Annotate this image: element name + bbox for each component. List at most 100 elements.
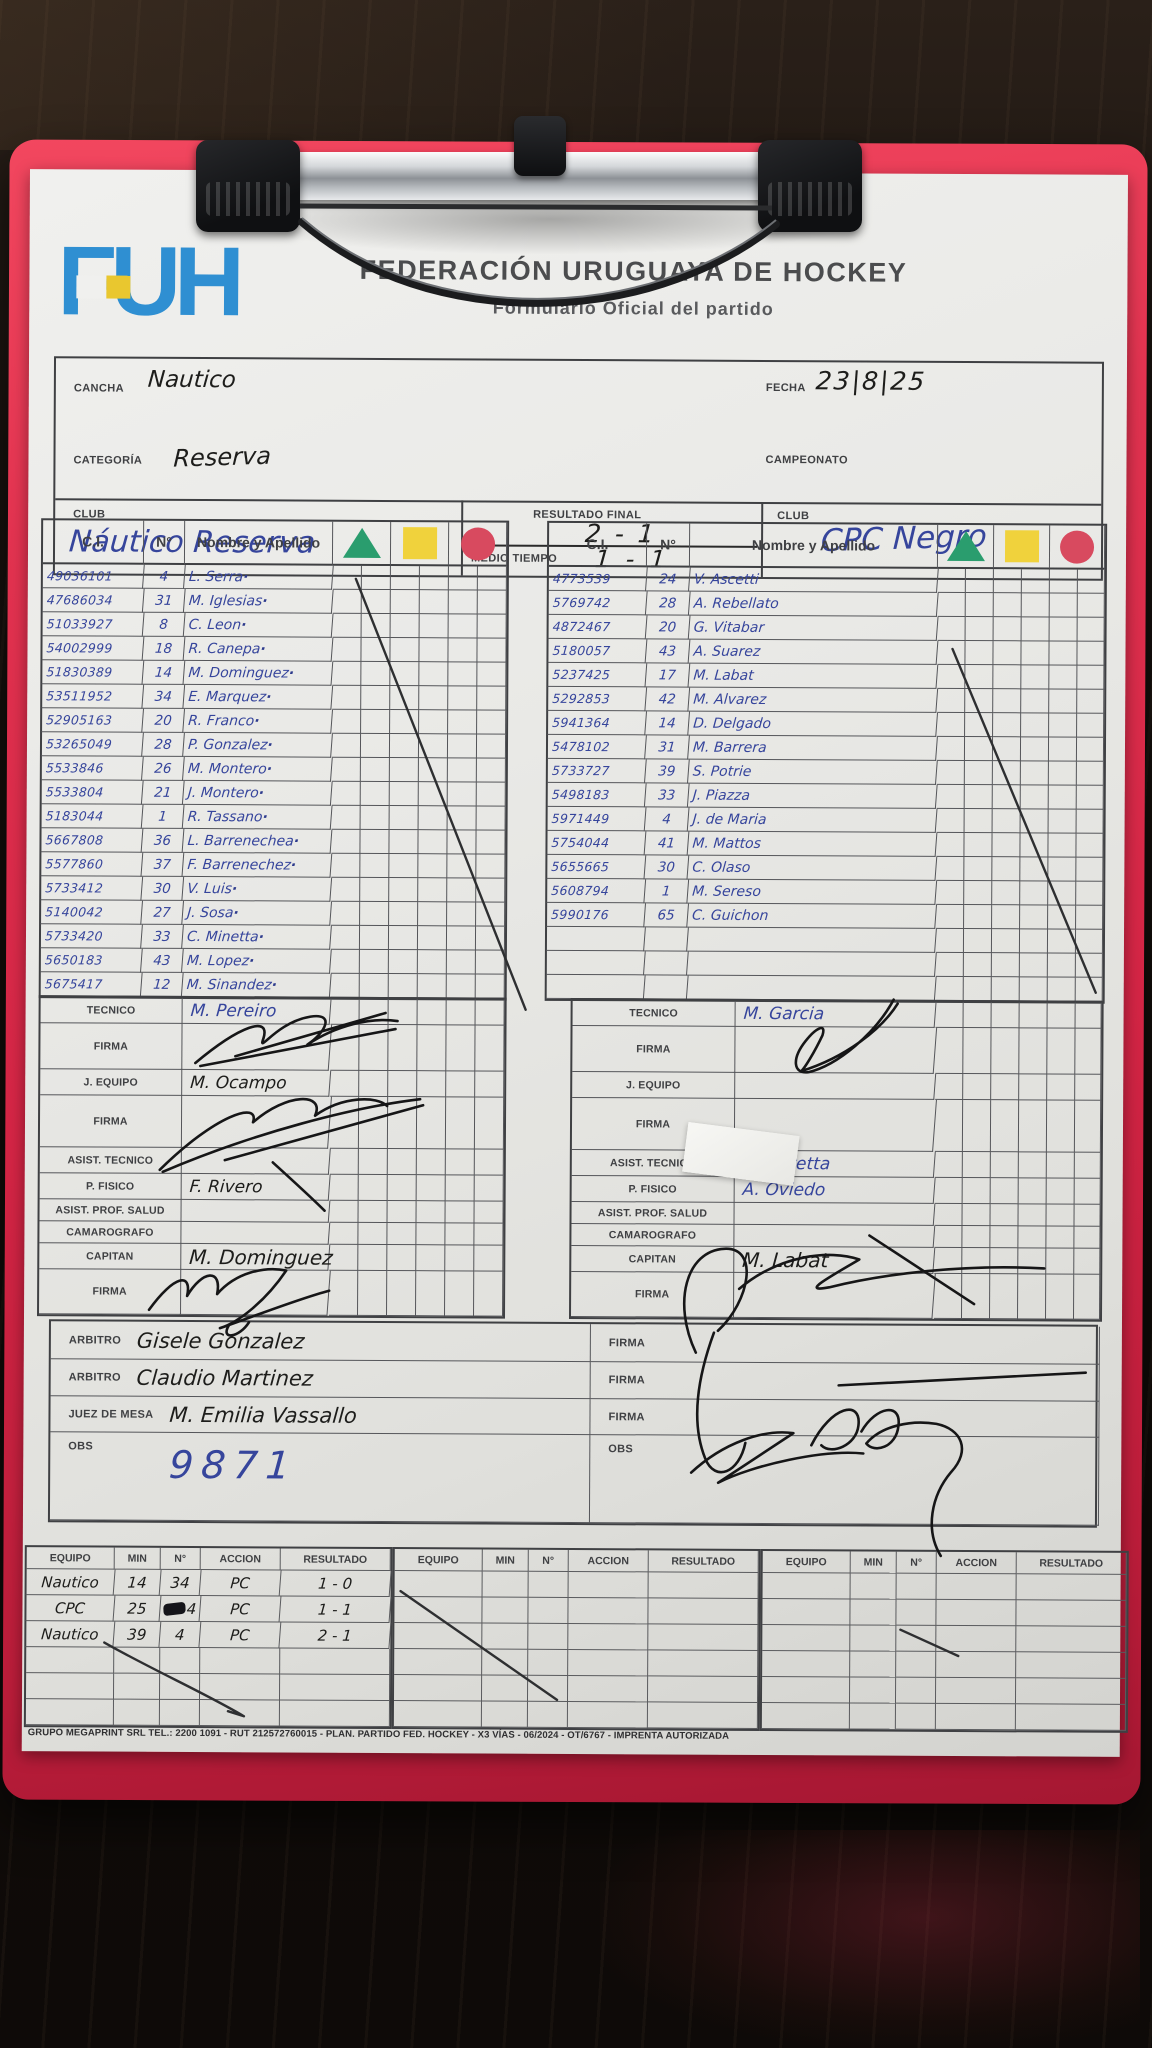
- actions-header: N°: [160, 1547, 201, 1571]
- actions-header: ACCION: [568, 1549, 649, 1573]
- firma-cell: FIRMA: [590, 1399, 1100, 1438]
- official-label: ASIST. TECNICO: [39, 1147, 182, 1174]
- grid-cell: [1075, 977, 1103, 1002]
- official-label: J. EQUIPO: [40, 1069, 183, 1096]
- grid-cell: [1075, 953, 1103, 978]
- grid-cell: [416, 1271, 446, 1317]
- official-value: F. Rivero: [180, 1173, 331, 1201]
- official-label: FIRMA: [571, 1271, 735, 1318]
- grid-cell: [934, 1225, 963, 1249]
- action-empty-cell: [481, 1675, 529, 1702]
- grid-cell: [1047, 929, 1077, 954]
- grid-cell: [1046, 1226, 1075, 1249]
- player-num: [644, 927, 689, 952]
- grid-cell: [447, 806, 477, 831]
- grid-cell: [361, 709, 391, 735]
- grid-cell: [476, 734, 507, 759]
- grid-cell: [361, 685, 391, 711]
- grid-cell: [418, 758, 448, 783]
- action-empty-cell: [482, 1597, 529, 1624]
- action-empty-cell: [936, 1599, 1017, 1627]
- triangle-icon: [332, 521, 392, 567]
- actions-section-3: EQUIPO MIN N° ACCION RESULTADO: [759, 1548, 1129, 1733]
- grid-cell: [387, 1149, 417, 1176]
- action-empty-cell: [199, 1674, 281, 1701]
- clip-left-grip: [196, 140, 300, 232]
- grid-cell: [358, 1148, 388, 1176]
- grid-cell: [1021, 617, 1050, 642]
- player-name: J. Sosa: [182, 900, 333, 926]
- player-ci: 5655665: [546, 854, 647, 880]
- official-value: [733, 1224, 936, 1248]
- player-num: 41: [644, 831, 690, 856]
- grid-cell: [418, 806, 448, 831]
- grid-cell: [387, 1223, 417, 1246]
- referee-row: ARBITRO Claudio Martinez: [50, 1359, 591, 1400]
- action-num: 4: [159, 1595, 202, 1623]
- grid-cell: [1020, 857, 1049, 882]
- grid-cell: [992, 785, 1021, 810]
- actions-header: MIN: [482, 1549, 529, 1572]
- player-ci: 51830389: [41, 660, 145, 685]
- grid-cell: [964, 905, 993, 930]
- grid-cell: [390, 686, 420, 711]
- grid-cell: [990, 1204, 1019, 1227]
- grid-cell: [1077, 617, 1105, 642]
- square-icon: [993, 525, 1051, 570]
- player-name: J. de Maria: [687, 807, 938, 833]
- grid-cell: [1020, 905, 1049, 930]
- officials-table-right: TECNICO M. Garcia FIRMA J. EQUIPO FIRMA ASIST…: [568, 997, 1104, 1322]
- square-icon: [1004, 530, 1039, 563]
- player-num: 30: [141, 876, 185, 901]
- grid-cell: [445, 1175, 475, 1202]
- grid-cell: [1076, 737, 1105, 762]
- grid-cell: [933, 1273, 963, 1320]
- player-name: M. Sinandez: [181, 972, 332, 998]
- action-empty-cell: [850, 1625, 897, 1652]
- grid-cell: [1019, 929, 1049, 954]
- player-name: [686, 975, 937, 1001]
- grid-cell: [934, 1203, 963, 1227]
- match-form-paper: FUH FEDERACIÓN URUGUAYA DE HOCKEY Formul…: [21, 169, 1129, 1757]
- player-num: 27: [141, 900, 185, 925]
- action-empty-cell: [114, 1647, 161, 1674]
- grid-cell: [1018, 1248, 1047, 1275]
- arbitro-label: ARBITRO: [68, 1371, 121, 1384]
- grid-cell: [361, 589, 391, 615]
- grid-cell: [448, 686, 478, 711]
- player-num: 17: [645, 663, 691, 688]
- player-num: 43: [140, 948, 184, 973]
- grid-cell: [1049, 593, 1078, 618]
- player-ci: 5990176: [546, 902, 647, 928]
- grid-cell: [1049, 617, 1078, 642]
- grid-cell: [332, 685, 362, 710]
- actions-table: EQUIPO MIN N° ACCION RESULTADO Nautico 14 34 PC 1…: [23, 1545, 1129, 1733]
- grid-cell: [360, 805, 390, 831]
- actions-header: RESULTADO: [280, 1548, 391, 1572]
- grid-cell: [332, 661, 362, 686]
- grid-cell: [448, 614, 478, 639]
- action-empty-cell: [113, 1673, 161, 1700]
- grid-cell: [332, 637, 362, 662]
- grid-cell: [963, 1028, 992, 1075]
- player-name: [687, 927, 937, 953]
- grid-cell: [447, 878, 477, 903]
- grid-cell: [418, 782, 448, 807]
- grid-cell: [965, 689, 994, 714]
- grid-cell: [937, 712, 966, 738]
- player-num: 14: [645, 711, 691, 736]
- grid-cell: [937, 568, 966, 594]
- grid-cell: [991, 1028, 1020, 1075]
- grid-cell: [1019, 1002, 1048, 1029]
- grid-cell: [416, 1245, 446, 1272]
- official-value: [180, 1147, 331, 1175]
- grid-cell: [388, 950, 418, 975]
- action-empty-cell: [935, 1703, 1016, 1731]
- triangle-icon: [937, 524, 995, 570]
- grid-cell: [417, 1071, 447, 1098]
- action-empty-cell: [568, 1597, 649, 1625]
- player-name: R. Franco: [183, 708, 334, 734]
- grid-cell: [475, 1071, 505, 1098]
- firma-label: FIRMA: [608, 1374, 646, 1387]
